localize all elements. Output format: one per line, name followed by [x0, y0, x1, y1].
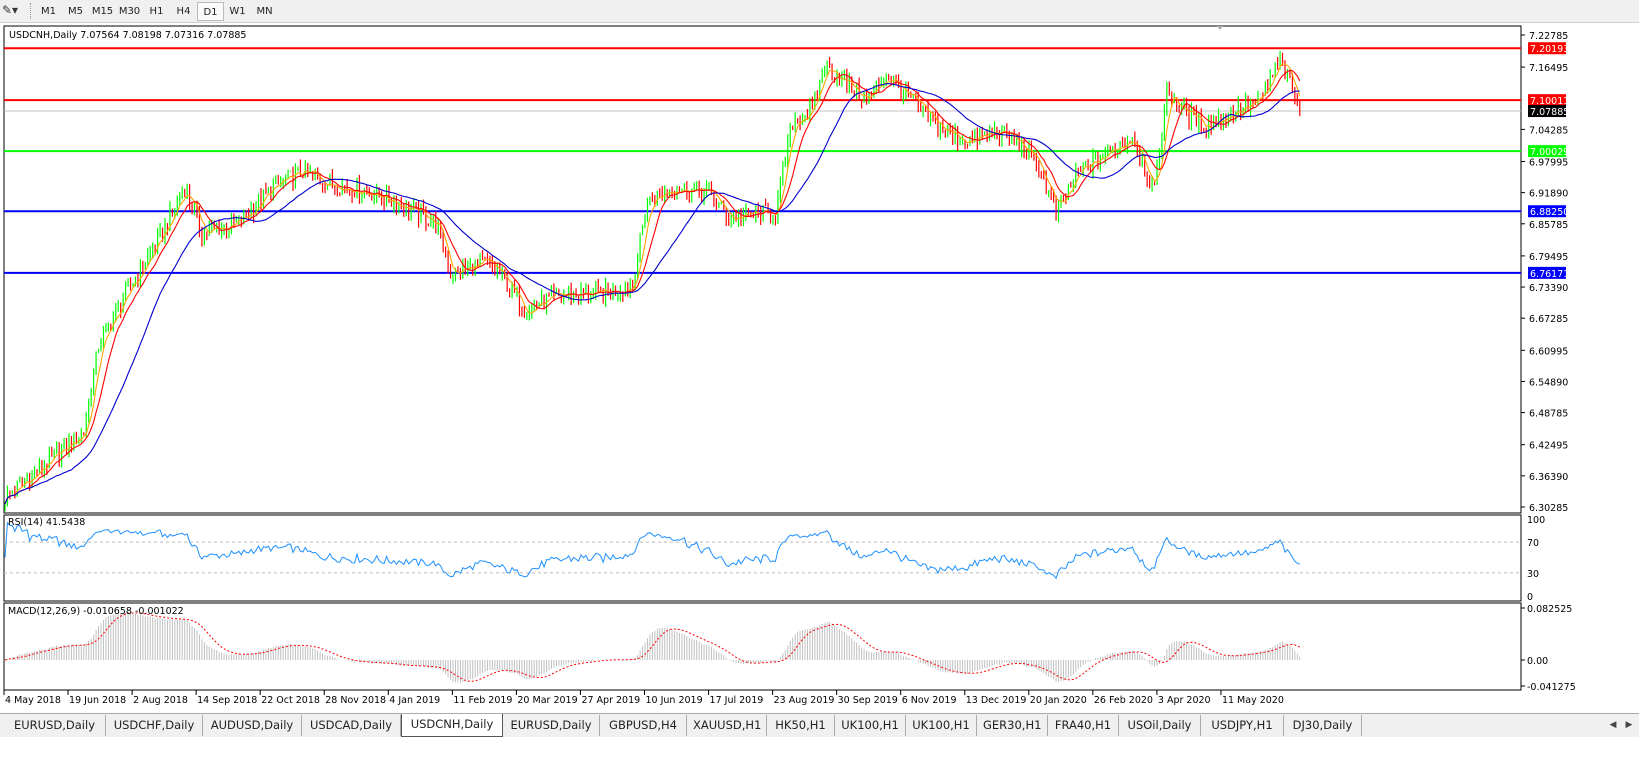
chart-tab[interactable]: UK100,H1 — [835, 715, 906, 736]
level-price-tag — [1528, 42, 1566, 55]
chart-shift-marker[interactable] — [1217, 26, 1223, 30]
date-tick-label: 23 Aug 2019 — [774, 695, 835, 706]
tab-scroll-left-icon[interactable]: ◀ — [1609, 720, 1617, 730]
timeframe-m15[interactable]: M15 — [91, 6, 114, 17]
chart-tab[interactable]: GBPUSD,H4 — [600, 715, 687, 736]
date-tick-label: 13 Dec 2019 — [966, 695, 1027, 706]
price-tick-label: 7.04285 — [1529, 125, 1568, 136]
line-tool-icon[interactable]: ✎▾ — [2, 3, 19, 17]
price-tick-label: 6.85785 — [1529, 220, 1568, 231]
date-tick-label: 6 Nov 2019 — [902, 695, 957, 706]
chart-tab[interactable]: GER30,H1 — [977, 715, 1048, 736]
date-tick-label: 4 Jan 2019 — [389, 695, 440, 706]
level-price-label: 6.76171 — [1530, 269, 1569, 280]
price-tick-label: 6.54890 — [1529, 377, 1568, 388]
toolbar-grip — [30, 3, 32, 19]
chart-tab[interactable]: UK100,H1 — [906, 715, 977, 736]
chart-tab[interactable]: FRA40,H1 — [1048, 715, 1119, 736]
chart-tab[interactable]: EURUSD,Daily — [4, 715, 106, 736]
timeframe-d1[interactable]: D1 — [197, 2, 224, 21]
level-price-label: 7.00029 — [1530, 147, 1569, 158]
price-tick-label: 6.79495 — [1529, 252, 1568, 263]
level-price-tag — [1528, 205, 1566, 218]
price-tick-label: 6.67285 — [1529, 314, 1568, 325]
chart-tab[interactable]: USDCNH,Daily — [401, 714, 503, 737]
chart-tab[interactable]: EURUSD,Daily — [503, 715, 600, 736]
ma-fast-line — [4, 63, 1301, 505]
level-price-label: 6.88250 — [1530, 207, 1569, 218]
level-price-label: 7.10011 — [1530, 96, 1569, 107]
level-price-tag — [1528, 94, 1566, 107]
chart-legend: USDCNH,Daily 7.07564 7.08198 7.07316 7.0… — [9, 30, 246, 41]
macd-tick-label: 0.082525 — [1527, 604, 1572, 615]
price-tick-label: 7.16495 — [1529, 63, 1568, 74]
ma-slow-line — [4, 83, 1300, 505]
date-tick-label: 30 Sep 2019 — [838, 695, 898, 706]
tab-scroll-right-icon[interactable]: ▶ — [1625, 720, 1633, 730]
chart-tab[interactable]: USDCHF,Daily — [106, 715, 203, 736]
rsi-label: RSI(14) 41.5438 — [8, 517, 85, 528]
chart-tab[interactable]: USDJPY,H1 — [1201, 715, 1284, 736]
date-tick-label: 20 Mar 2019 — [517, 695, 577, 706]
chart-tab[interactable]: USOil,Daily — [1119, 715, 1201, 736]
price-tick-label: 6.73390 — [1529, 283, 1568, 294]
timeframe-toolbar: ✎▾ M1 M5 M15 M30 H1 H4 D1 W1 MN — [0, 0, 1639, 23]
date-tick-label: 2 Aug 2018 — [133, 695, 188, 706]
chart-tabs-bar: EURUSD,Daily USDCHF,Daily AUDUSD,Daily USDC… — [0, 713, 1639, 737]
timeframe-h1[interactable]: H1 — [149, 6, 164, 17]
level-price-tag — [1528, 105, 1566, 118]
date-tick-label: 11 May 2020 — [1222, 695, 1284, 706]
level-price-tag — [1528, 145, 1566, 158]
rsi-tick-label: 30 — [1527, 569, 1539, 580]
date-tick-label: 4 May 2018 — [5, 695, 61, 706]
macd-label: MACD(12,26,9) -0.010658 -0.001022 — [8, 606, 184, 617]
price-tick-label: 7.22785 — [1529, 31, 1568, 42]
chart-tab[interactable]: AUDUSD,Daily — [203, 715, 302, 736]
price-tick-label: 6.42495 — [1529, 441, 1568, 452]
ma-mid-line — [4, 70, 1301, 505]
chart-tab[interactable]: USDCAD,Daily — [302, 715, 401, 736]
rsi-tick-label: 70 — [1527, 538, 1539, 549]
date-tick-label: 10 Jun 2019 — [646, 695, 703, 706]
date-tick-label: 26 Feb 2020 — [1094, 695, 1153, 706]
price-tick-label: 6.60995 — [1529, 346, 1568, 357]
price-tick-label: 6.48785 — [1529, 409, 1568, 420]
date-tick-label: 22 Oct 2018 — [261, 695, 320, 706]
rsi-tick-label: 0 — [1527, 592, 1533, 603]
price-tick-label: 6.97995 — [1529, 157, 1568, 168]
macd-panel[interactable] — [3, 602, 1522, 691]
date-tick-label: 27 Apr 2019 — [581, 695, 640, 706]
date-tick-label: 17 Jul 2019 — [710, 695, 764, 706]
date-tick-label: 3 Apr 2020 — [1158, 695, 1211, 706]
chart-tab[interactable]: XAUUSD,H1 — [687, 715, 767, 736]
timeframe-m30[interactable]: M30 — [118, 6, 141, 17]
price-tick-label: 6.91890 — [1529, 189, 1568, 200]
timeframe-mn[interactable]: MN — [256, 6, 273, 17]
timeframe-w1[interactable]: W1 — [229, 6, 246, 17]
date-tick-label: 20 Jan 2020 — [1030, 695, 1087, 706]
timeframe-m1[interactable]: M1 — [41, 6, 56, 17]
timeframe-h4[interactable]: H4 — [176, 6, 191, 17]
chart-tab[interactable]: DJ30,Daily — [1284, 715, 1362, 736]
chart-tab[interactable]: HK50,H1 — [767, 715, 835, 736]
price-tick-label: 6.30285 — [1529, 503, 1568, 514]
level-price-label: 7.07885 — [1530, 107, 1569, 118]
level-price-label: 7.20193 — [1530, 44, 1569, 55]
timeframe-m5[interactable]: M5 — [68, 6, 83, 17]
date-tick-label: 28 Nov 2018 — [325, 695, 386, 706]
date-tick-label: 14 Sep 2018 — [197, 695, 257, 706]
date-tick-label: 11 Feb 2019 — [453, 695, 512, 706]
main-chart-panel[interactable] — [3, 25, 1522, 514]
status-area — [0, 737, 1639, 770]
rsi-tick-label: 100 — [1527, 515, 1545, 526]
price-tick-label: 6.36390 — [1529, 472, 1568, 483]
level-price-tag — [1528, 266, 1566, 279]
macd-tick-label: 0.00 — [1527, 656, 1548, 667]
rsi-line — [4, 521, 1300, 580]
macd-tick-label: -0.041275 — [1527, 682, 1576, 693]
chart-window[interactable]: 7.20193 7.10011 7.07885 7.00029 6.88250 6.761… — [0, 23, 1639, 713]
date-tick-label: 19 Jun 2018 — [69, 695, 126, 706]
macd-signal-line — [4, 612, 1301, 682]
